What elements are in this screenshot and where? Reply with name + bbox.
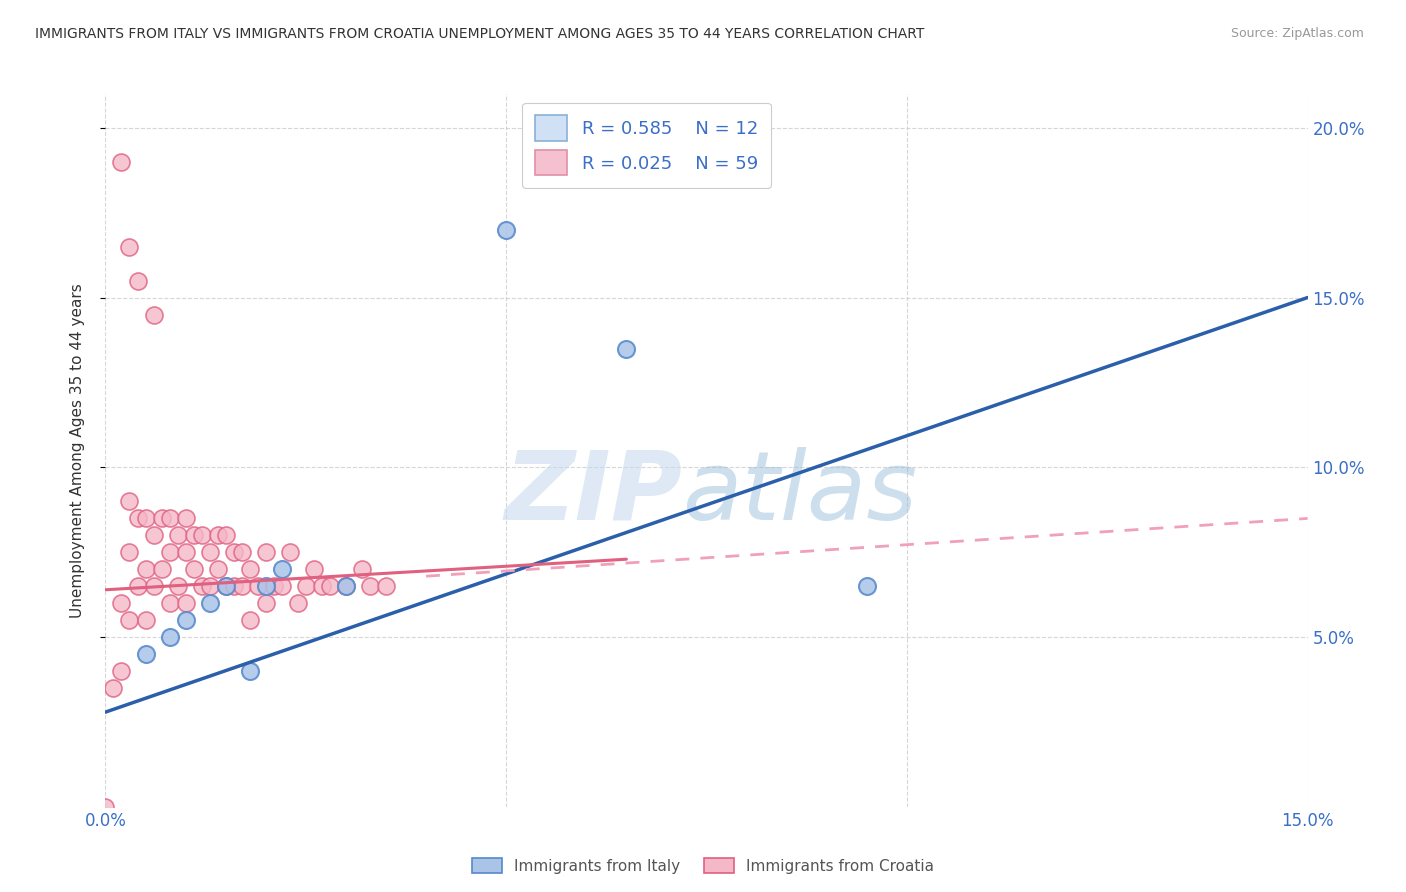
Point [270,579,292,593]
Point [214,579,236,593]
Point [254,545,277,559]
Point [207,562,229,576]
Point [231,545,253,559]
Point [190,579,212,593]
Point [183,562,205,576]
Point [198,596,221,610]
Point [311,579,333,593]
Point [142,528,165,542]
Point [103,681,125,696]
Y-axis label: Unemployment Among Ages 35 to 44 years: Unemployment Among Ages 35 to 44 years [70,283,84,618]
Point [159,511,181,525]
Point [135,562,157,576]
Point [263,579,285,593]
Legend: R = 0.585    N = 12, R = 0.025    N = 59: R = 0.585 N = 12, R = 0.025 N = 59 [522,103,770,188]
Point [135,648,157,662]
Point [110,665,132,679]
Point [335,579,357,593]
Text: ZIP: ZIP [505,447,682,540]
Point [174,596,197,610]
Text: Source: ZipAtlas.com: Source: ZipAtlas.com [1230,27,1364,40]
Point [616,342,638,356]
Point [270,562,292,576]
Point [222,545,245,559]
Point [319,579,342,593]
Point [150,511,173,525]
Point [374,579,398,593]
Point [190,528,212,542]
Point [855,579,877,593]
Point [166,528,188,542]
Point [159,631,181,645]
Point [231,579,253,593]
Point [295,579,318,593]
Point [127,511,149,525]
Point [174,613,197,627]
Point [239,613,262,627]
Point [287,596,309,610]
Point [118,239,141,253]
Point [150,562,173,576]
Text: atlas: atlas [682,447,918,540]
Point [359,579,381,593]
Point [127,579,149,593]
Point [246,579,269,593]
Point [110,596,132,610]
Point [254,579,277,593]
Point [335,579,357,593]
Point [254,596,277,610]
Point [118,613,141,627]
Point [118,494,141,508]
Point [135,511,157,525]
Point [174,545,197,559]
Point [110,154,132,169]
Point [127,274,149,288]
Point [94,800,117,814]
Point [198,545,221,559]
Point [239,665,262,679]
Legend: Immigrants from Italy, Immigrants from Croatia: Immigrants from Italy, Immigrants from C… [465,852,941,880]
Point [207,528,229,542]
Point [166,579,188,593]
Point [142,579,165,593]
Point [222,579,245,593]
Point [495,222,517,236]
Text: IMMIGRANTS FROM ITALY VS IMMIGRANTS FROM CROATIA UNEMPLOYMENT AMONG AGES 35 TO 4: IMMIGRANTS FROM ITALY VS IMMIGRANTS FROM… [35,27,925,41]
Point [142,308,165,322]
Point [214,579,236,593]
Point [118,545,141,559]
Point [214,528,236,542]
Point [159,545,181,559]
Point [159,596,181,610]
Point [350,562,373,576]
Point [278,545,301,559]
Point [174,511,197,525]
Point [198,579,221,593]
Point [183,528,205,542]
Point [239,562,262,576]
Point [135,613,157,627]
Point [302,562,325,576]
